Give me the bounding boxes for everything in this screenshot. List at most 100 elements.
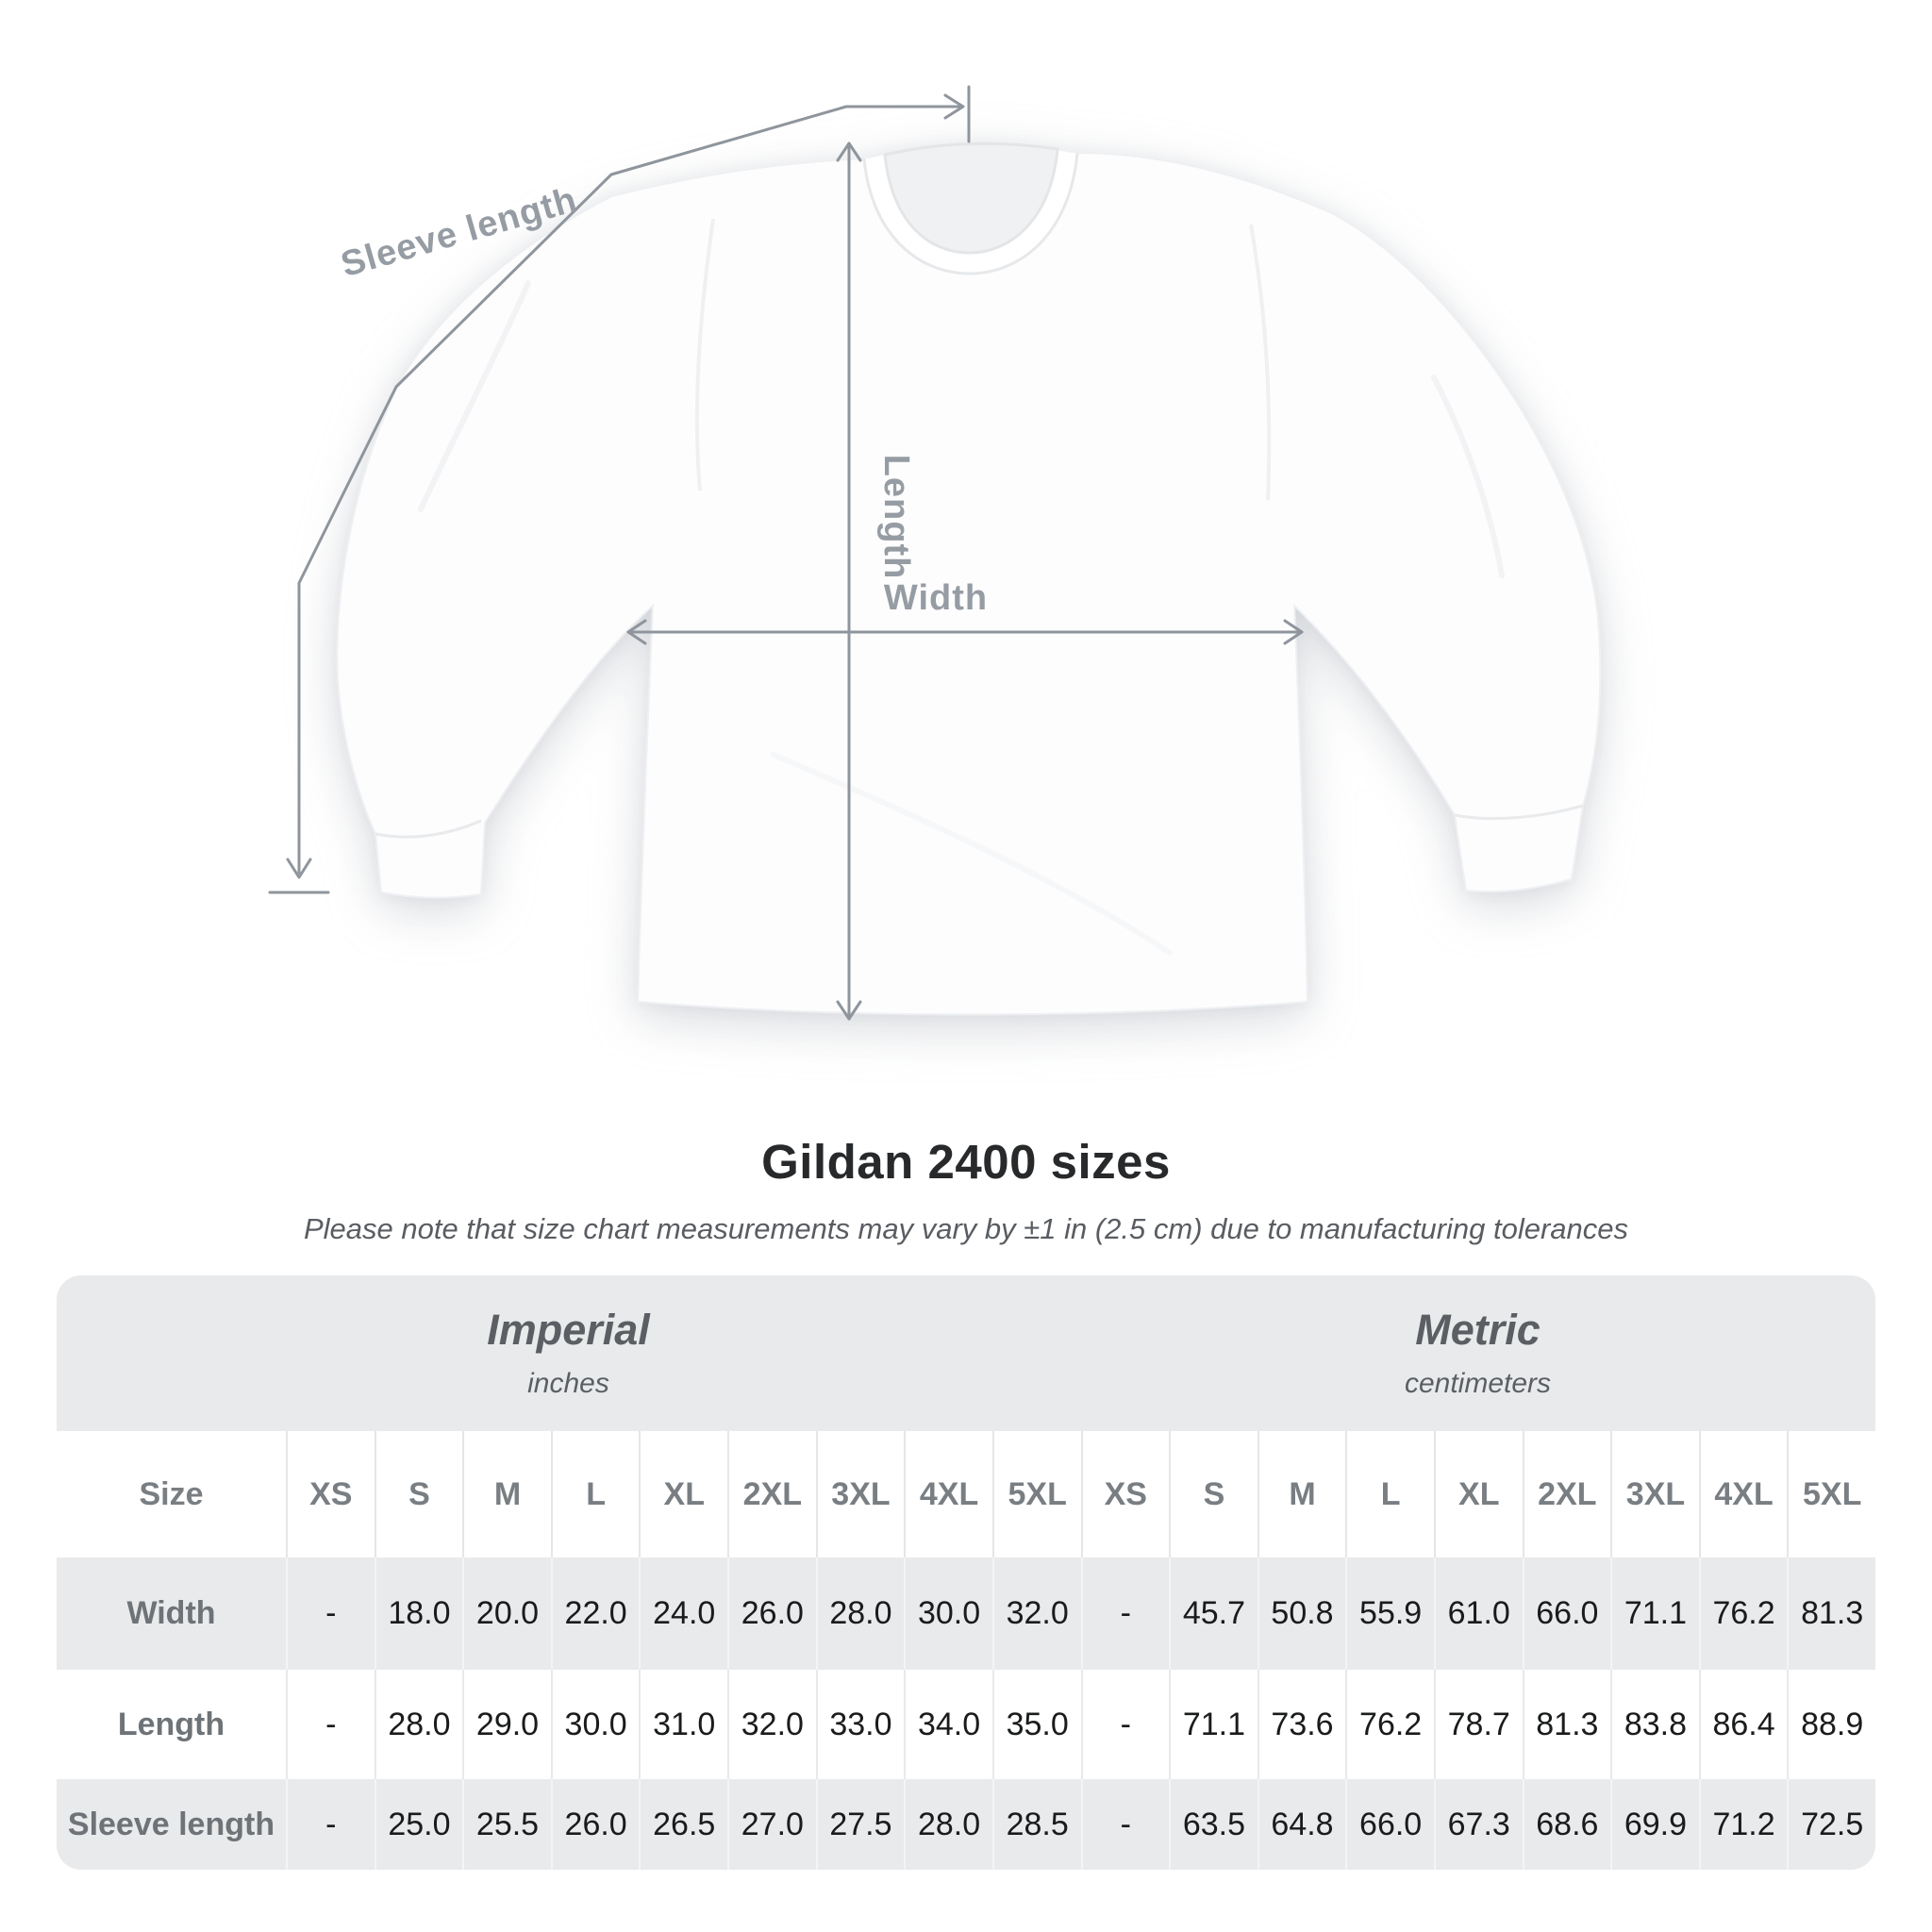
table-cell: 83.8 xyxy=(1610,1670,1699,1779)
table-cell: 61.0 xyxy=(1433,1557,1523,1670)
left-cuff-seam xyxy=(375,819,482,839)
arrowhead-up-icon xyxy=(836,142,862,162)
size-header-imperial-0: XS xyxy=(286,1431,375,1557)
size-table: Imperial inches Metric centimeters Size X… xyxy=(57,1275,1875,1870)
table-cell: - xyxy=(1080,1557,1170,1670)
table-cell: 81.3 xyxy=(1787,1557,1875,1670)
table-cell: 63.5 xyxy=(1169,1779,1257,1870)
table-cell: 25.0 xyxy=(374,1779,463,1870)
arrowhead-left-icon xyxy=(626,619,647,645)
right-cuff-seam xyxy=(1454,804,1584,821)
row-label: Length xyxy=(117,1706,225,1742)
size-header-metric-5: 2XL xyxy=(1522,1431,1611,1557)
table-cell: 86.4 xyxy=(1698,1670,1788,1779)
metric-label: Metric xyxy=(1415,1306,1541,1354)
table-cell: 29.0 xyxy=(462,1670,551,1779)
left-armhole-seam xyxy=(694,218,715,491)
table-cell: 71.1 xyxy=(1610,1557,1699,1670)
arrowhead-right-icon xyxy=(1283,619,1304,645)
table-cell: 33.0 xyxy=(815,1670,905,1779)
arrowhead-down-icon xyxy=(286,858,312,879)
size-header-metric-0: XS xyxy=(1080,1431,1170,1557)
size-header-imperial-5: 2XL xyxy=(727,1431,816,1557)
page-title: Gildan 2400 sizes xyxy=(761,1135,1171,1189)
shirt-measurement-diagram: Sleeve length Length Width xyxy=(268,85,1602,1021)
size-header-metric-4: XL xyxy=(1433,1431,1523,1557)
table-cell: 26.5 xyxy=(639,1779,727,1870)
table-cell: 34.0 xyxy=(904,1670,992,1779)
size-column-header: Size xyxy=(139,1475,204,1512)
metric-unit-label: centimeters xyxy=(1404,1368,1552,1399)
table-cell: - xyxy=(286,1670,375,1779)
table-cell: 68.6 xyxy=(1522,1779,1611,1870)
size-header-metric-7: 4XL xyxy=(1698,1431,1788,1557)
table-cell: 30.0 xyxy=(550,1670,640,1779)
table-cell: 66.0 xyxy=(1345,1779,1434,1870)
table-cell: 30.0 xyxy=(904,1557,992,1670)
table-cell: 76.2 xyxy=(1698,1557,1788,1670)
size-header-imperial-3: L xyxy=(550,1431,640,1557)
table-cell: 32.0 xyxy=(727,1670,816,1779)
table-cell: 31.0 xyxy=(639,1670,727,1779)
metric-group-header: Metric centimeters xyxy=(1080,1275,1875,1431)
table-cell: 72.5 xyxy=(1787,1779,1875,1870)
table-cell: 73.6 xyxy=(1257,1670,1346,1779)
table-cell: 28.0 xyxy=(815,1557,905,1670)
length-row: Length -28.0 29.0 30.0 31.0 32.0 33.0 34.0 35.0-… xyxy=(57,1670,1875,1779)
table-cell: 20.0 xyxy=(462,1557,551,1670)
table-cell: 88.9 xyxy=(1787,1670,1875,1779)
table-cell: - xyxy=(286,1557,375,1670)
unit-group-header: Imperial inches Metric centimeters xyxy=(57,1275,1875,1431)
table-cell: 28.0 xyxy=(374,1670,463,1779)
table-cell: - xyxy=(1080,1779,1170,1870)
imperial-label: Imperial xyxy=(487,1306,650,1354)
table-cell: - xyxy=(1080,1670,1170,1779)
table-cell: - xyxy=(286,1779,375,1870)
size-header-row: Size XS S M L XL 2XL 3XL 4XL 5XL XS S M L XL 2XL 3XL 4XL 5… xyxy=(57,1431,1875,1557)
arrowhead-right-icon xyxy=(943,93,965,120)
heading: Gildan 2400 sizes Please note that size … xyxy=(0,1134,1932,1246)
sleeve-length-row: Sleeve length -25.0 25.5 26.0 26.5 27.0 27.5 28… xyxy=(57,1779,1875,1870)
size-header-imperial-8: 5XL xyxy=(991,1431,1081,1557)
table-cell: 25.5 xyxy=(462,1779,551,1870)
table-cell: 69.9 xyxy=(1610,1779,1699,1870)
table-cell: 64.8 xyxy=(1257,1779,1346,1870)
table-cell: 27.0 xyxy=(727,1779,816,1870)
size-header-imperial-7: 4XL xyxy=(904,1431,992,1557)
table-cell: 66.0 xyxy=(1522,1557,1611,1670)
size-header-imperial-1: S xyxy=(374,1431,463,1557)
shirt-body xyxy=(336,142,1602,1016)
size-header-metric-1: S xyxy=(1169,1431,1257,1557)
collar-inner-shadow xyxy=(883,142,1059,255)
table-cell: 27.5 xyxy=(815,1779,905,1870)
size-header-imperial-2: M xyxy=(462,1431,551,1557)
table-cell: 24.0 xyxy=(639,1557,727,1670)
table-cell: 32.0 xyxy=(991,1557,1081,1670)
imperial-group-header: Imperial inches xyxy=(57,1275,1080,1431)
table-cell: 45.7 xyxy=(1169,1557,1257,1670)
table-cell: 26.0 xyxy=(550,1779,640,1870)
table-cell: 22.0 xyxy=(550,1557,640,1670)
table-cell: 26.0 xyxy=(727,1557,816,1670)
table-cell: 81.3 xyxy=(1522,1670,1611,1779)
table-cell: 55.9 xyxy=(1345,1557,1434,1670)
width-row: Width -18.0 20.0 22.0 24.0 26.0 28.0 30.0 32.0-4… xyxy=(57,1557,1875,1670)
size-header-metric-3: L xyxy=(1345,1431,1434,1557)
right-sleeve-fold xyxy=(1431,375,1505,578)
table-cell: 50.8 xyxy=(1257,1557,1346,1670)
width-label: Width xyxy=(884,578,988,618)
sleeve-length-line xyxy=(297,105,962,874)
table-cell: 35.0 xyxy=(991,1670,1081,1779)
table-cell: 78.7 xyxy=(1433,1670,1523,1779)
table-cell: 76.2 xyxy=(1345,1670,1434,1779)
body-fold xyxy=(771,752,1173,956)
arrowhead-down-icon xyxy=(836,1000,862,1021)
size-header-metric-8: 5XL xyxy=(1787,1431,1875,1557)
length-label: Length xyxy=(876,455,916,580)
imperial-unit-label: inches xyxy=(527,1368,609,1399)
table-cell: 28.0 xyxy=(904,1779,992,1870)
right-armhole-seam xyxy=(1249,224,1272,501)
size-header-imperial-6: 3XL xyxy=(815,1431,905,1557)
table-cell: 18.0 xyxy=(374,1557,463,1670)
